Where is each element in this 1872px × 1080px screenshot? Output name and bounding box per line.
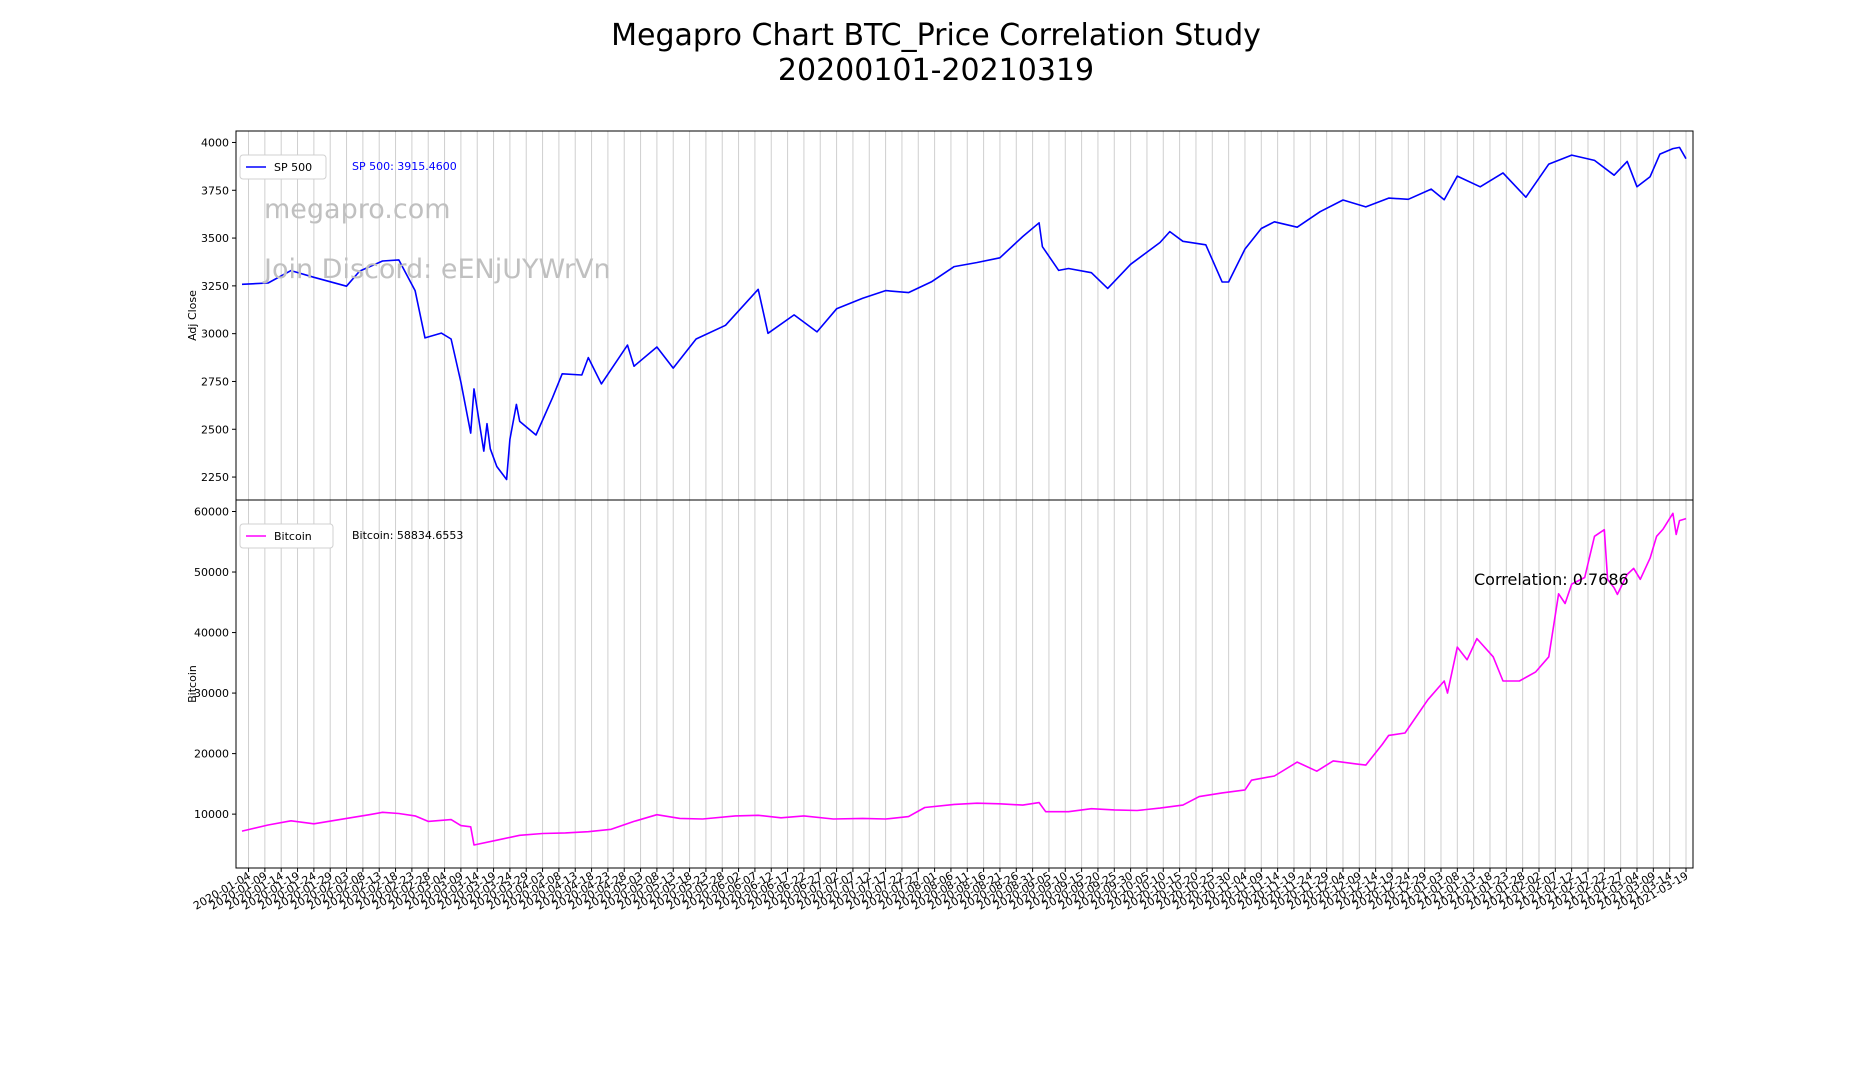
watermark-site: megapro.com: [264, 194, 451, 225]
series-line-sp-500: [241, 146, 1687, 481]
y-axis-label: Adj Close: [186, 290, 199, 341]
plot-frame: [235, 499, 1694, 869]
x-axis: 2020-01-042020-01-092020-01-142020-01-19…: [191, 868, 1691, 913]
legend-label: Bitcoin: [274, 530, 312, 543]
legend-box: [239, 523, 334, 549]
y-tick-label: 40000: [194, 627, 229, 640]
y-tick-label: 10000: [194, 808, 229, 821]
y-tick-label: 3000: [201, 328, 229, 341]
y-tick-label: 50000: [194, 566, 229, 579]
value-annotation: SP 500: 3915.4600: [352, 160, 457, 173]
legend-box: [239, 154, 327, 180]
legend: SP 500: [239, 154, 327, 180]
y-tick-label: 3750: [201, 184, 229, 197]
y-axis-label: Bitcoin: [186, 665, 199, 703]
chart-title-line2: 20200101-20210319: [778, 53, 1094, 88]
sp500-panel: 2250 2500 2750 3000 3250 3500 3750 4000 Adj Clos…: [186, 130, 1694, 501]
correlation-label: Correlation: 0.7686: [1474, 570, 1629, 589]
y-tick-label: 20000: [194, 748, 229, 761]
y-tick-label: 2250: [201, 471, 229, 484]
y-tick-label: 30000: [194, 687, 229, 700]
watermark-discord: Join Discord: eENjUYWrVn: [262, 254, 611, 285]
y-tick-label: 2500: [201, 423, 229, 436]
y-tick-label: 3250: [201, 280, 229, 293]
legend: Bitcoin: [239, 523, 334, 549]
y-tick-label: 3500: [201, 232, 229, 245]
y-tick-label: 60000: [194, 506, 229, 519]
value-annotation: Bitcoin: 58834.6553: [352, 529, 463, 542]
plot-frame: [235, 130, 1694, 501]
chart-title-line1: Megapro Chart BTC_Price Correlation Stud…: [611, 18, 1261, 53]
y-tick-label: 4000: [201, 136, 229, 149]
bitcoin-panel: 10000 20000 30000 40000 50000 60000 Bitcoin Bit…: [186, 499, 1694, 869]
y-tick-label: 2750: [201, 375, 229, 388]
legend-label: SP 500: [274, 161, 312, 174]
series-line-bitcoin: [241, 512, 1687, 846]
